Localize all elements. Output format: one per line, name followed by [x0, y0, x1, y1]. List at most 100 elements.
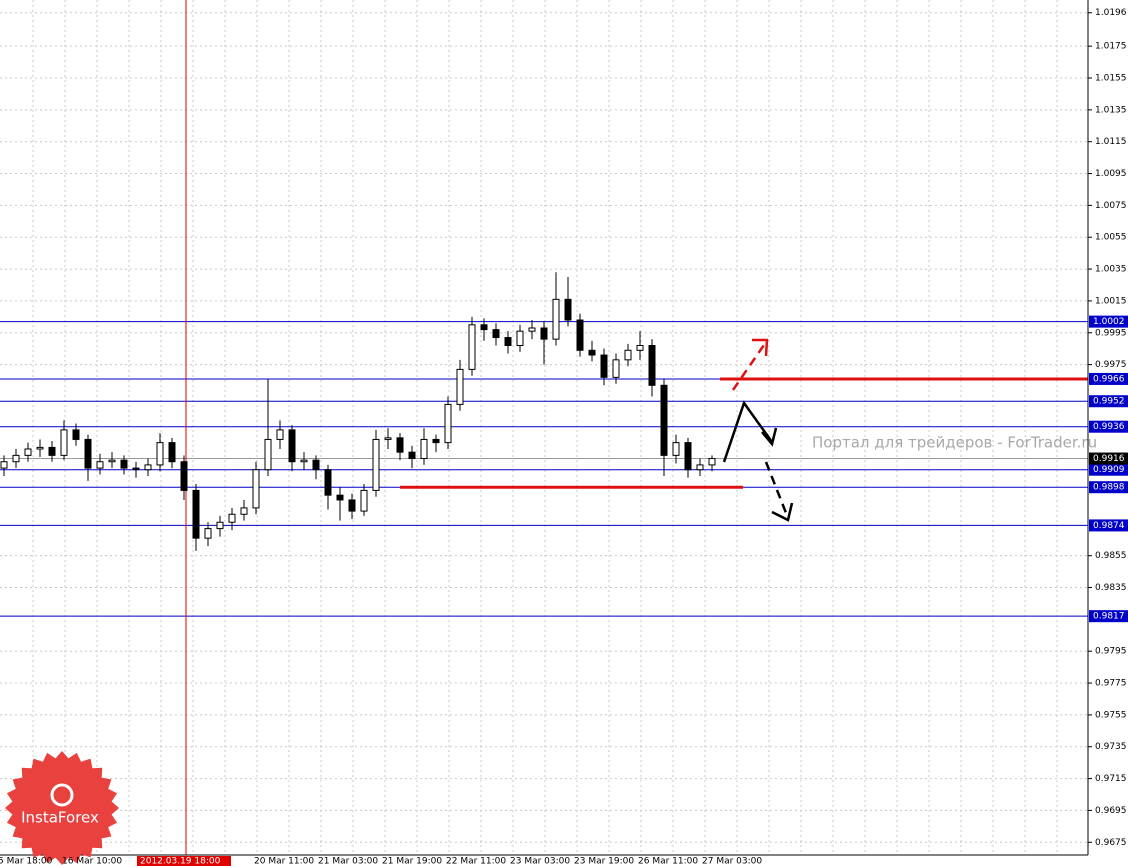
candle-body — [552, 298, 560, 340]
candle-body — [432, 438, 440, 444]
candle-body — [72, 429, 80, 440]
price-label: 0.9916 — [1093, 454, 1125, 464]
candle-body — [456, 368, 464, 405]
arrow-path — [722, 400, 774, 463]
candle-body — [372, 438, 380, 491]
candle-body — [564, 298, 572, 321]
x-tick-label: 5 Mar 18:00 — [0, 857, 53, 866]
candle-body — [96, 461, 104, 469]
y-tick-label: 1.0175 — [1095, 42, 1127, 52]
level-box — [1089, 395, 1128, 408]
candles — [0, 272, 716, 551]
candle-body — [480, 324, 488, 331]
y-tick-label: 1.0015 — [1095, 296, 1127, 306]
candle-body — [588, 349, 596, 356]
candle-body — [684, 442, 692, 471]
candle-body — [600, 354, 608, 378]
x-tick-label: 16 Mar 10:00 — [62, 857, 122, 866]
arrow-head — [761, 427, 778, 447]
level-box — [1089, 315, 1128, 328]
candle-body — [48, 446, 56, 456]
scenario-arrows — [722, 338, 794, 522]
logo: InstaForex — [5, 751, 119, 865]
y-tick-label: 0.9755 — [1095, 710, 1127, 720]
level-box — [1089, 519, 1128, 532]
candle-body — [696, 464, 704, 471]
y-tick-label: 1.0115 — [1095, 137, 1127, 147]
candle-body — [144, 464, 152, 471]
y-tick-label: 0.9715 — [1095, 774, 1127, 784]
x-tick-label: 26 Mar 11:00 — [638, 857, 698, 866]
y-tick-label: 1.0155 — [1095, 74, 1127, 84]
y-tick-label: 1.0055 — [1095, 233, 1127, 243]
candle-body — [240, 507, 248, 515]
y-tick-label: 0.9735 — [1095, 742, 1127, 752]
candle-body — [324, 469, 332, 496]
candle-body — [504, 337, 512, 347]
x-tick-label: 23 Mar 19:00 — [574, 857, 634, 866]
candle-body — [156, 442, 164, 466]
level-box — [1089, 420, 1128, 433]
candle-body — [252, 469, 260, 509]
candle-body — [12, 454, 20, 463]
candle-body — [204, 528, 212, 539]
arrow-path — [764, 461, 790, 519]
candle-body — [528, 327, 536, 332]
candle-body — [468, 324, 476, 370]
x-tick-label: 27 Mar 03:00 — [702, 857, 762, 866]
x-tick-label: 20 Mar 11:00 — [254, 857, 314, 866]
watermark: Портал для трейдеров - ForTrader.ru — [812, 434, 1097, 452]
candle-body — [348, 499, 356, 512]
y-tick-label: 0.9995 — [1095, 328, 1127, 338]
y-tick-label: 0.9775 — [1095, 679, 1127, 689]
x-tick-label: 21 Mar 19:00 — [382, 857, 442, 866]
level-label: 0.9874 — [1093, 521, 1125, 531]
arrow-head — [771, 502, 794, 522]
price-box — [1089, 452, 1128, 465]
x-tick-label: 22 Mar 11:00 — [446, 857, 506, 866]
candle-body — [408, 451, 416, 460]
arrow-path — [731, 341, 768, 391]
level-box — [1089, 610, 1128, 623]
logo-badge — [5, 751, 119, 865]
candle-body — [396, 437, 404, 453]
candle-body — [540, 327, 548, 340]
x-tick-label: 21 Mar 03:00 — [318, 857, 378, 866]
level-label: 0.9817 — [1093, 612, 1125, 622]
level-box — [1089, 463, 1128, 476]
candle-body — [24, 448, 32, 456]
x-tick-label: 23 Mar 03:00 — [510, 857, 570, 866]
grid — [0, 0, 1088, 855]
y-tick-label: 1.0196 — [1095, 8, 1127, 18]
y-tick-label: 1.0035 — [1095, 265, 1127, 275]
candle-body — [516, 330, 524, 347]
candle-body — [192, 489, 200, 539]
candle-body — [384, 437, 392, 440]
candle-body — [648, 345, 656, 386]
candle-body — [36, 446, 44, 450]
candle-body — [168, 442, 176, 463]
candle-body — [264, 438, 272, 471]
level-label: 0.9952 — [1093, 397, 1125, 407]
level-label: 0.9909 — [1093, 465, 1125, 475]
candle-body — [312, 459, 320, 471]
arrow-head — [752, 338, 769, 357]
candle-body — [444, 403, 452, 444]
level-label: 0.9898 — [1093, 483, 1125, 493]
candle-body — [612, 359, 620, 378]
candle-body — [276, 429, 284, 440]
candle-body — [180, 461, 188, 491]
candle-body — [672, 442, 680, 456]
cursor-box — [137, 856, 231, 866]
y-tick-label: 1.0075 — [1095, 201, 1127, 211]
level-box — [1089, 372, 1128, 385]
candle-body — [300, 459, 308, 463]
candle-body — [420, 438, 428, 460]
candle-body — [60, 429, 68, 456]
candle-body — [228, 513, 236, 523]
level-label: 1.0002 — [1093, 317, 1125, 327]
y-tick-label: 0.9675 — [1095, 838, 1127, 848]
level-label: 0.9936 — [1093, 422, 1125, 432]
